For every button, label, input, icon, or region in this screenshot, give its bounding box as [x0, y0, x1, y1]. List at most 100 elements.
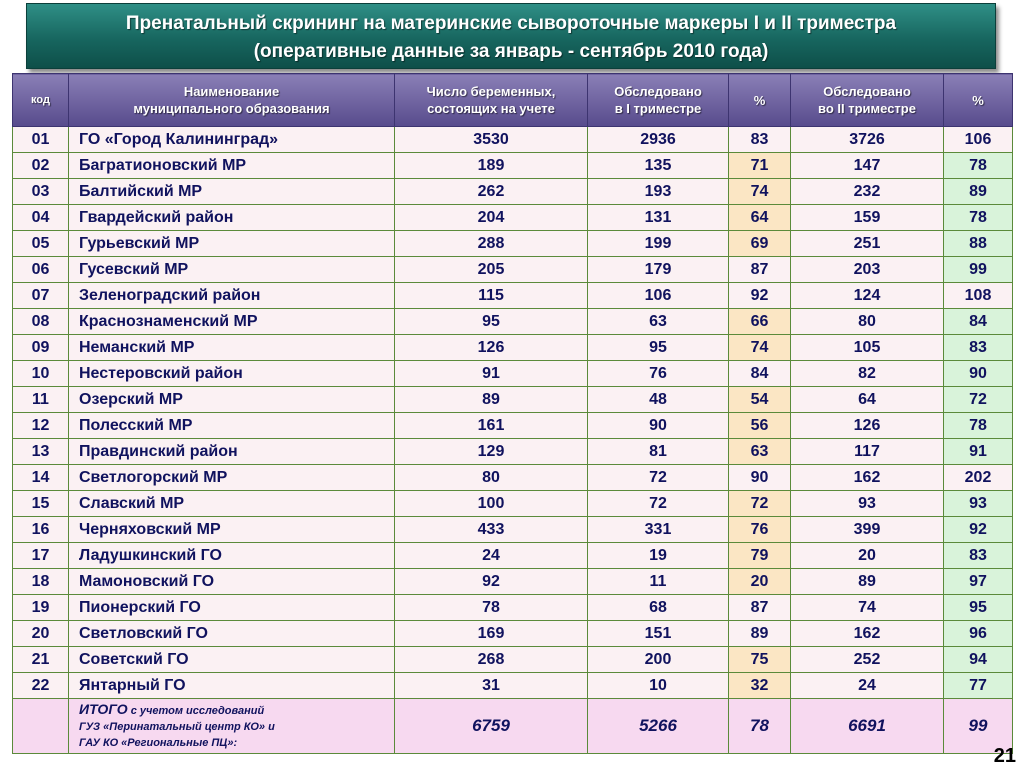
cell-pregnant: 189 — [394, 152, 588, 179]
cell-trimester-2: 147 — [790, 152, 944, 179]
table-row: 05 Гурьевский МР 288 199 69 251 88 — [12, 230, 1013, 257]
cell-code: 16 — [12, 516, 69, 543]
cell-pregnant: 126 — [394, 334, 588, 361]
cell-pregnant: 78 — [394, 594, 588, 621]
cell-percent-2: 83 — [943, 542, 1013, 569]
cell-percent-1: 89 — [728, 620, 791, 647]
cell-name: Гурьевский МР — [68, 230, 395, 257]
cell-percent-2: 78 — [943, 412, 1013, 439]
cell-percent-2: 99 — [943, 256, 1013, 283]
cell-code: 17 — [12, 542, 69, 569]
screening-table: код Наименование муниципального образован… — [12, 73, 1013, 754]
cell-name: Багратионовский МР — [68, 152, 395, 179]
cell-trimester-2: 162 — [790, 620, 944, 647]
table-row: 12 Полесский МР 161 90 56 126 78 — [12, 412, 1013, 439]
cell-percent-1: 54 — [728, 386, 791, 413]
header-percent-1: % — [728, 73, 791, 127]
cell-name: Славский МР — [68, 490, 395, 517]
cell-trimester-2: 93 — [790, 490, 944, 517]
title-line-2: (оперативные данные за январь - сентябрь… — [253, 41, 769, 62]
cell-trimester-2: 80 — [790, 308, 944, 335]
cell-percent-2: 108 — [943, 282, 1013, 309]
table-row: 04 Гвардейский район 204 131 64 159 78 — [12, 204, 1013, 231]
cell-pregnant: 92 — [394, 568, 588, 595]
cell-name: Янтарный ГО — [68, 672, 395, 699]
cell-code: 21 — [12, 646, 69, 673]
cell-percent-2: 72 — [943, 386, 1013, 413]
cell-trimester-1: 131 — [587, 204, 729, 231]
cell-pregnant: 115 — [394, 282, 588, 309]
cell-percent-2: 88 — [943, 230, 1013, 257]
cell-trimester-1: 106 — [587, 282, 729, 309]
cell-trimester-1: 95 — [587, 334, 729, 361]
cell-trimester-1: 193 — [587, 178, 729, 205]
cell-percent-2: 96 — [943, 620, 1013, 647]
cell-trimester-1: 199 — [587, 230, 729, 257]
cell-name: Пионерский ГО — [68, 594, 395, 621]
cell-pregnant: 3530 — [394, 126, 588, 153]
cell-percent-1: 75 — [728, 646, 791, 673]
cell-code: 18 — [12, 568, 69, 595]
cell-trimester-2: 89 — [790, 568, 944, 595]
table-row: 09 Неманский МР 126 95 74 105 83 — [12, 334, 1013, 361]
total-pregnant: 6759 — [394, 698, 588, 754]
cell-trimester-1: 72 — [587, 490, 729, 517]
cell-trimester-2: 252 — [790, 646, 944, 673]
cell-percent-1: 90 — [728, 464, 791, 491]
cell-name: Черняховский МР — [68, 516, 395, 543]
cell-trimester-2: 117 — [790, 438, 944, 465]
table-body: 01 ГО «Город Калининград» 3530 2936 83 3726 10… — [12, 126, 1013, 754]
cell-percent-1: 79 — [728, 542, 791, 569]
header-trimester-2: Обследовано во II триместре — [790, 73, 944, 127]
cell-pregnant: 80 — [394, 464, 588, 491]
cell-pregnant: 205 — [394, 256, 588, 283]
cell-pregnant: 95 — [394, 308, 588, 335]
cell-name: Полесский МР — [68, 412, 395, 439]
cell-pregnant: 268 — [394, 646, 588, 673]
cell-trimester-1: 48 — [587, 386, 729, 413]
table-row: 11 Озерский МР 89 48 54 64 72 — [12, 386, 1013, 413]
total-row: ИТОГО с учетом исследований ГУЗ «Перинат… — [12, 698, 1013, 754]
cell-percent-2: 77 — [943, 672, 1013, 699]
cell-trimester-2: 162 — [790, 464, 944, 491]
table-row: 16 Черняховский МР 433 331 76 399 92 — [12, 516, 1013, 543]
cell-pregnant: 433 — [394, 516, 588, 543]
cell-percent-1: 83 — [728, 126, 791, 153]
cell-percent-1: 69 — [728, 230, 791, 257]
cell-code: 20 — [12, 620, 69, 647]
cell-trimester-2: 24 — [790, 672, 944, 699]
cell-code: 05 — [12, 230, 69, 257]
cell-trimester-1: 81 — [587, 438, 729, 465]
table-row: 06 Гусевский МР 205 179 87 203 99 — [12, 256, 1013, 283]
cell-percent-2: 84 — [943, 308, 1013, 335]
cell-percent-1: 74 — [728, 334, 791, 361]
table-header: код Наименование муниципального образован… — [12, 73, 1013, 127]
cell-percent-2: 91 — [943, 438, 1013, 465]
cell-percent-1: 87 — [728, 256, 791, 283]
cell-pregnant: 129 — [394, 438, 588, 465]
cell-trimester-1: 2936 — [587, 126, 729, 153]
cell-trimester-1: 63 — [587, 308, 729, 335]
total-trimester-1: 5266 — [587, 698, 729, 754]
cell-trimester-2: 82 — [790, 360, 944, 387]
cell-name: Озерский МР — [68, 386, 395, 413]
cell-name: Зеленоградский район — [68, 282, 395, 309]
cell-name: Нестеровский район — [68, 360, 395, 387]
cell-percent-2: 78 — [943, 204, 1013, 231]
cell-pregnant: 89 — [394, 386, 588, 413]
cell-name: Светлогорский МР — [68, 464, 395, 491]
total-label: ИТОГО с учетом исследований ГУЗ «Перинат… — [68, 698, 395, 754]
header-name: Наименование муниципального образования — [68, 73, 395, 127]
cell-pregnant: 169 — [394, 620, 588, 647]
cell-percent-1: 32 — [728, 672, 791, 699]
cell-trimester-1: 10 — [587, 672, 729, 699]
cell-pregnant: 91 — [394, 360, 588, 387]
cell-percent-1: 74 — [728, 178, 791, 205]
table-row: 21 Советский ГО 268 200 75 252 94 — [12, 646, 1013, 673]
cell-percent-2: 89 — [943, 178, 1013, 205]
cell-trimester-2: 64 — [790, 386, 944, 413]
cell-pregnant: 31 — [394, 672, 588, 699]
total-percent-2: 99 — [943, 698, 1013, 754]
total-code-cell — [12, 698, 69, 754]
table-row: 03 Балтийский МР 262 193 74 232 89 — [12, 178, 1013, 205]
